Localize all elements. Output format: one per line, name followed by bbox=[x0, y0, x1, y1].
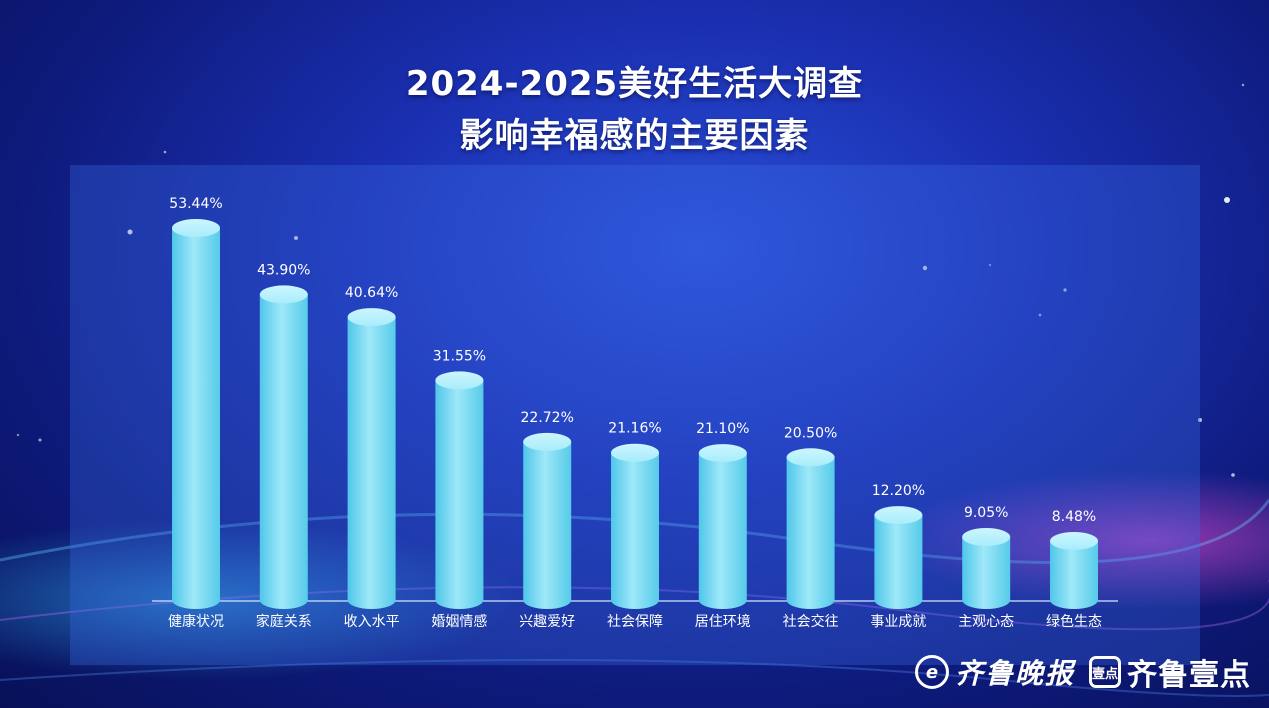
bar-5 bbox=[523, 432, 572, 609]
bar-11 bbox=[1050, 531, 1098, 609]
bar-value-label: 21.10% bbox=[696, 421, 749, 437]
category-label: 绿色生态 bbox=[1046, 613, 1102, 630]
bar-top bbox=[259, 285, 308, 304]
qilu-evening-news-icon: e bbox=[914, 655, 949, 689]
bar-value-label: 8.48% bbox=[1052, 509, 1096, 525]
bar-value-label: 43.90% bbox=[257, 262, 310, 278]
bar-body bbox=[523, 441, 572, 609]
qilu-yidian-icon: 壹点 bbox=[1089, 656, 1121, 688]
bar-value-label: 21.16% bbox=[608, 421, 661, 437]
bar-chart: 53.44% 健康状况 43.90% 家庭关系 40.64% 收入水平 31.55% 婚姻情感… bbox=[152, 196, 1118, 630]
bar-body bbox=[962, 537, 1011, 609]
category-label: 婚姻情感 bbox=[431, 613, 487, 630]
bar-top bbox=[611, 443, 659, 462]
qilu-evening-news-text: 齐鲁晚报 bbox=[954, 657, 1075, 690]
bar-body bbox=[874, 515, 923, 609]
bar-top bbox=[172, 219, 220, 237]
bar-9 bbox=[874, 506, 923, 609]
bar-1 bbox=[172, 219, 220, 609]
bar-3 bbox=[347, 308, 396, 609]
bar-7 bbox=[698, 444, 747, 609]
bar-body bbox=[172, 228, 220, 609]
bar-value-label: 31.55% bbox=[433, 348, 486, 364]
bar-value-label: 12.20% bbox=[872, 483, 925, 499]
qilu-yidian-text: 齐鲁壹点 bbox=[1127, 658, 1251, 693]
bar-6 bbox=[611, 443, 659, 609]
chart-panel: 53.44% 健康状况 43.90% 家庭关系 40.64% 收入水平 31.55% 婚姻情感… bbox=[70, 165, 1200, 665]
bar-body bbox=[259, 294, 308, 609]
bar-value-label: 53.44% bbox=[169, 196, 222, 212]
bar-value-label: 40.64% bbox=[345, 285, 398, 301]
bar-8 bbox=[786, 448, 835, 609]
bar-body bbox=[435, 380, 484, 609]
qilu-yidian-logo: 壹点 齐鲁壹点 bbox=[1089, 650, 1251, 694]
bar-top bbox=[698, 444, 747, 463]
bar-top bbox=[523, 432, 572, 451]
bar-value-label: 22.72% bbox=[521, 410, 574, 426]
bar-10 bbox=[962, 528, 1011, 609]
category-label: 主观心态 bbox=[958, 614, 1014, 630]
chart-title-line1: 2024-2025美好生活大调查 bbox=[405, 64, 864, 104]
chart-title: 2024-2025美好生活大调查 影响幸福感的主要因素 bbox=[0, 58, 1269, 162]
category-label: 健康状况 bbox=[168, 613, 224, 630]
bar-body bbox=[1050, 540, 1098, 609]
bar-top bbox=[874, 506, 923, 525]
bar-value-label: 20.50% bbox=[784, 425, 837, 441]
bar-top bbox=[1050, 531, 1098, 550]
bar-value-label: 9.05% bbox=[964, 505, 1008, 521]
bar-4 bbox=[435, 371, 484, 609]
bar-body bbox=[611, 452, 659, 609]
bar-2 bbox=[259, 285, 308, 609]
bar-top bbox=[347, 308, 396, 327]
category-label: 社会交往 bbox=[783, 613, 839, 630]
chart-title-line2: 影响幸福感的主要因素 bbox=[459, 116, 810, 156]
publisher-logos: e 齐鲁晚报 壹点 齐鲁壹点 bbox=[914, 650, 1251, 694]
category-label: 事业成就 bbox=[870, 614, 926, 630]
bar-top bbox=[435, 371, 484, 390]
category-label: 兴趣爱好 bbox=[519, 614, 575, 630]
category-label: 居住环境 bbox=[695, 614, 751, 630]
bar-body bbox=[698, 453, 747, 609]
bar-body bbox=[786, 457, 835, 609]
category-label: 收入水平 bbox=[344, 614, 400, 630]
bar-top bbox=[962, 528, 1011, 547]
qilu-evening-news-logo: e 齐鲁晚报 bbox=[914, 652, 1075, 692]
bar-top bbox=[786, 448, 835, 467]
category-label: 家庭关系 bbox=[256, 613, 312, 630]
category-label: 社会保障 bbox=[607, 614, 663, 630]
bar-body bbox=[347, 317, 396, 609]
